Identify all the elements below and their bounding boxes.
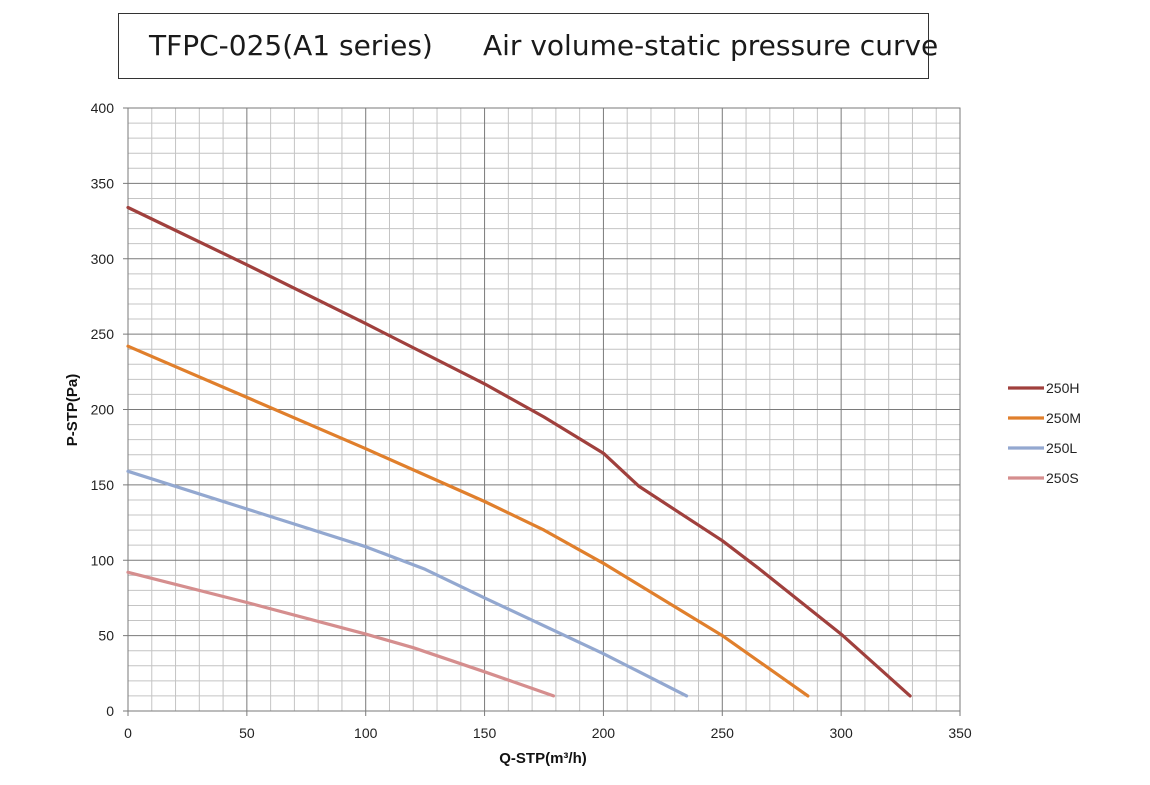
legend: 250H 250M 250L 250S: [1008, 380, 1081, 486]
legend-label-250s: 250S: [1046, 470, 1079, 486]
x-tick-label: 50: [239, 725, 255, 741]
y-tick-label: 250: [91, 326, 115, 342]
series-line-250h: [126, 205, 912, 698]
x-tick-label: 200: [592, 725, 616, 741]
y-tick-label: 0: [106, 703, 114, 719]
y-axis-title: P-STP(Pa): [64, 374, 81, 447]
series-line-250s: [126, 570, 556, 698]
y-tick-label: 150: [91, 477, 115, 493]
legend-label-250m: 250M: [1046, 410, 1081, 426]
chart-title-box: TFPC-025(A1 series) Air volume-static pr…: [118, 13, 938, 79]
series-lines: [126, 205, 912, 698]
x-tick-label: 0: [124, 725, 132, 741]
legend-label-250h: 250H: [1046, 380, 1079, 396]
y-tick-label: 300: [91, 251, 115, 267]
y-tick-label: 400: [91, 100, 115, 116]
y-tick-label: 350: [91, 175, 115, 191]
y-tick-label: 50: [98, 628, 114, 644]
x-axis-title: Q-STP(m³/h): [499, 750, 587, 767]
series-line-250l: [126, 469, 689, 698]
x-tick-label: 250: [711, 725, 735, 741]
x-tick-labels: 0 50 100 150 200 250 300 350: [124, 711, 972, 741]
y-tick-labels: 0 50 100 150 200 250 300 350 400: [91, 100, 128, 719]
x-tick-label: 350: [948, 725, 972, 741]
x-tick-label: 300: [829, 725, 853, 741]
chart-title-subtitle: Air volume-static pressure curve: [483, 29, 939, 62]
legend-label-250l: 250L: [1046, 440, 1077, 456]
x-tick-label: 150: [473, 725, 497, 741]
y-tick-label: 200: [91, 402, 115, 418]
y-tick-label: 100: [91, 552, 115, 568]
chart-title-model: TFPC-025(A1 series): [149, 29, 433, 62]
series-line-250m: [126, 344, 810, 698]
x-tick-label: 100: [354, 725, 378, 741]
